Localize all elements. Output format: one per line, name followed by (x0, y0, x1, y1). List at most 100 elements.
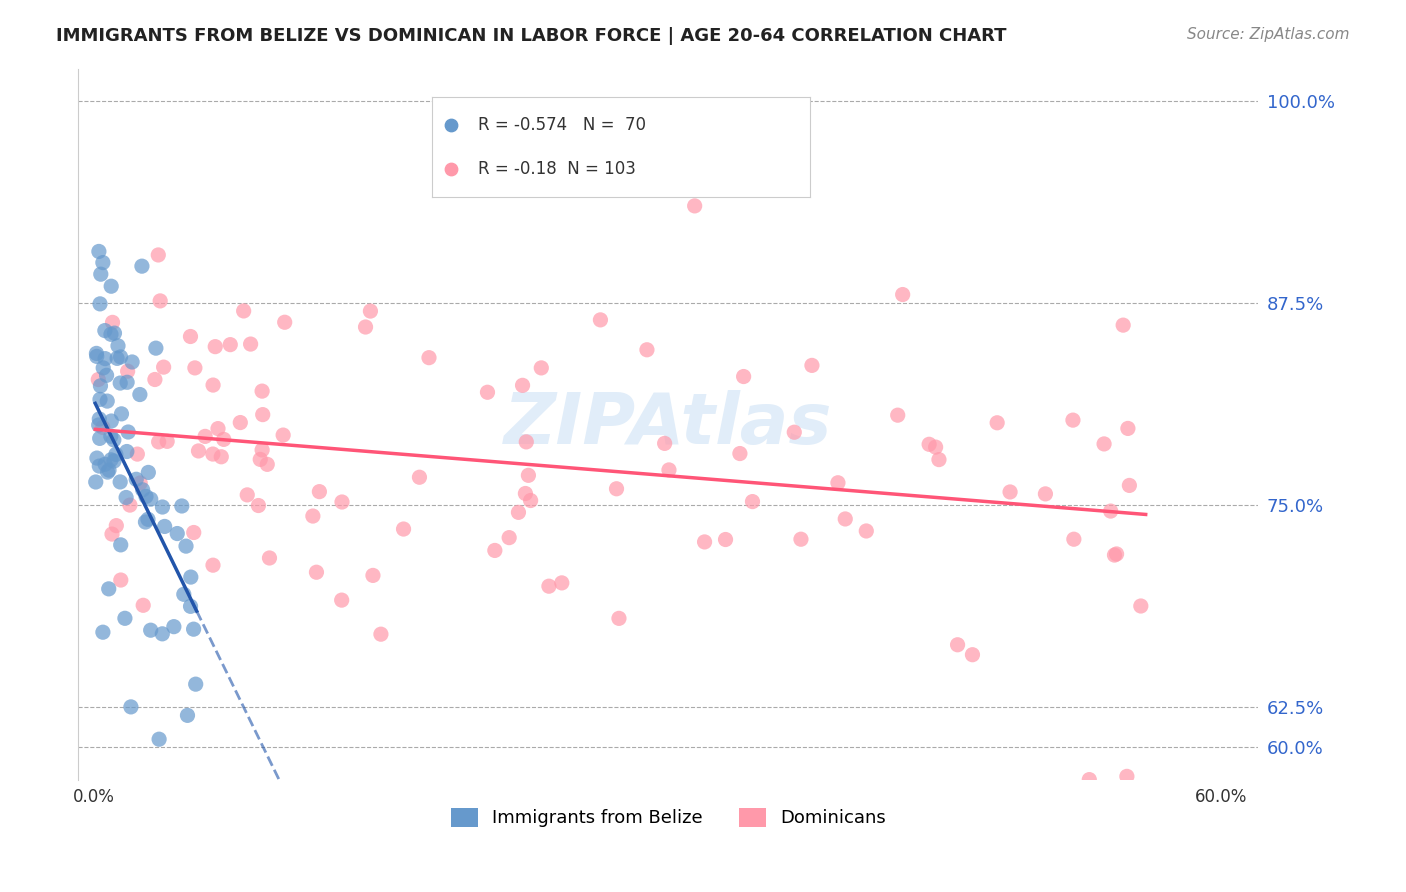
Dominicans (132, 599, 155, 613)
Dominicans (156, 434, 179, 449)
Dominicans (530, 360, 553, 375)
Immigrants from Belize (125, 472, 148, 486)
Dominicans (105, 518, 128, 533)
Dominicans (551, 575, 574, 590)
Dominicans (924, 440, 946, 454)
Dominicans (537, 579, 560, 593)
Dominicans (790, 533, 813, 547)
Immigrants from Belize (100, 279, 122, 293)
Immigrants from Belize (110, 407, 132, 421)
Dominicans (101, 527, 124, 541)
Immigrants from Belize (174, 539, 197, 553)
Text: ZIPAtlas: ZIPAtlas (505, 390, 832, 458)
Immigrants from Belize (90, 267, 112, 281)
Dominicans (184, 360, 207, 375)
Immigrants from Belize (89, 297, 111, 311)
Immigrants from Belize (94, 351, 117, 366)
Immigrants from Belize (86, 451, 108, 466)
Immigrants from Belize (136, 512, 159, 526)
Dominicans (515, 486, 537, 500)
Dominicans (87, 372, 110, 386)
Immigrants from Belize (176, 708, 198, 723)
Dominicans (783, 425, 806, 440)
Immigrants from Belize (145, 341, 167, 355)
Immigrants from Belize (180, 599, 202, 614)
Dominicans (250, 442, 273, 457)
Dominicans (239, 337, 262, 351)
Immigrants from Belize (86, 350, 108, 364)
Dominicans (229, 416, 252, 430)
Immigrants from Belize (96, 368, 118, 383)
Dominicans (204, 340, 226, 354)
Dominicans (118, 498, 141, 512)
Dominicans (129, 475, 152, 490)
Immigrants from Belize (100, 414, 122, 428)
Immigrants from Belize (148, 732, 170, 747)
Dominicans (1092, 437, 1115, 451)
Dominicans (201, 447, 224, 461)
Immigrants from Belize (87, 244, 110, 259)
Dominicans (484, 543, 506, 558)
Immigrants from Belize (128, 387, 150, 401)
Dominicans (148, 248, 170, 262)
Legend: Immigrants from Belize, Dominicans: Immigrants from Belize, Dominicans (443, 801, 893, 835)
Dominicans (110, 573, 132, 587)
Dominicans (232, 304, 254, 318)
Immigrants from Belize (131, 259, 153, 273)
Immigrants from Belize (107, 339, 129, 353)
Dominicans (250, 384, 273, 398)
Dominicans (271, 428, 294, 442)
Immigrants from Belize (183, 622, 205, 636)
Immigrants from Belize (150, 627, 173, 641)
Dominicans (308, 484, 330, 499)
Dominicans (962, 648, 984, 662)
Dominicans (259, 551, 281, 566)
Immigrants from Belize (86, 346, 108, 360)
Immigrants from Belize (110, 538, 132, 552)
Dominicans (252, 408, 274, 422)
Immigrants from Belize (103, 433, 125, 447)
Immigrants from Belize (91, 625, 114, 640)
Dominicans (359, 304, 381, 318)
Dominicans (800, 359, 823, 373)
Dominicans (148, 434, 170, 449)
Dominicans (330, 593, 353, 607)
Immigrants from Belize (184, 677, 207, 691)
Immigrants from Belize (104, 447, 127, 461)
Dominicans (855, 524, 877, 538)
Immigrants from Belize (120, 699, 142, 714)
Immigrants from Belize (90, 829, 112, 843)
Dominicans (1078, 772, 1101, 787)
Dominicans (212, 433, 235, 447)
Dominicans (517, 468, 540, 483)
Immigrants from Belize (105, 351, 128, 366)
Dominicans (392, 522, 415, 536)
Dominicans (515, 434, 537, 449)
Dominicans (658, 463, 681, 477)
Dominicans (1063, 533, 1085, 547)
Dominicans (998, 485, 1021, 500)
Dominicans (834, 512, 856, 526)
Dominicans (508, 505, 530, 519)
Immigrants from Belize (89, 392, 111, 407)
Immigrants from Belize (91, 360, 114, 375)
Dominicans (354, 320, 377, 334)
Immigrants from Belize (115, 491, 138, 505)
Dominicans (91, 420, 114, 434)
Dominicans (194, 429, 217, 443)
Immigrants from Belize (96, 394, 118, 409)
Text: IMMIGRANTS FROM BELIZE VS DOMINICAN IN LABOR FORCE | AGE 20-64 CORRELATION CHART: IMMIGRANTS FROM BELIZE VS DOMINICAN IN L… (56, 27, 1007, 45)
Dominicans (589, 313, 612, 327)
Immigrants from Belize (89, 379, 111, 393)
Immigrants from Belize (97, 465, 120, 479)
Dominicans (714, 533, 737, 547)
Immigrants from Belize (139, 492, 162, 507)
Dominicans (886, 408, 908, 422)
Immigrants from Belize (138, 466, 160, 480)
Immigrants from Belize (110, 376, 132, 390)
Dominicans (607, 611, 630, 625)
Dominicans (418, 351, 440, 365)
Dominicans (741, 494, 763, 508)
Immigrants from Belize (103, 326, 125, 340)
Immigrants from Belize (135, 489, 157, 503)
